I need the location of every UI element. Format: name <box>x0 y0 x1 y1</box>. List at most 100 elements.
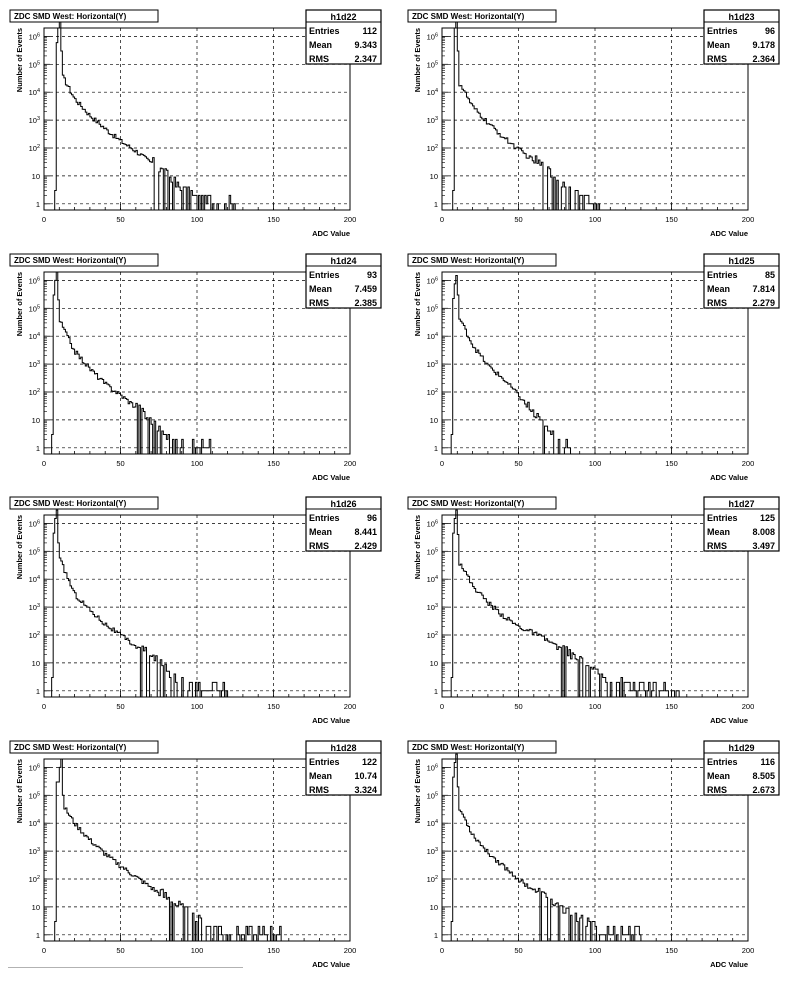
y-tick-label: 105 <box>29 304 40 313</box>
histogram-panel: 0 50 100 150 200 1 10 102 103 104 105 106 ADC Value N… <box>406 252 796 499</box>
y-tick-label: 10 <box>430 659 438 668</box>
stats-name: h1d29 <box>728 743 754 753</box>
chart-title: ZDC SMD West: Horizontal(Y) <box>14 256 127 265</box>
y-tick-label: 103 <box>427 603 438 612</box>
x-tick-label: 50 <box>514 946 522 955</box>
y-tick-exponent: 6 <box>435 763 438 769</box>
y-tick-base: 10 <box>427 547 435 556</box>
x-tick-label: 100 <box>191 215 204 224</box>
y-tick-label: 105 <box>29 791 40 800</box>
stats-value: 93 <box>367 270 377 280</box>
title-box <box>407 9 557 23</box>
histogram-series <box>442 509 748 698</box>
x-axis-title: ADC Value <box>710 960 748 969</box>
x-tick-label: 150 <box>665 946 678 955</box>
y-tick-exponent: 5 <box>435 60 438 66</box>
x-tick-label: 150 <box>267 459 280 468</box>
y-tick-base: 10 <box>29 276 37 285</box>
y-tick-exponent: 6 <box>435 32 438 38</box>
y-tick-label: 103 <box>29 116 40 125</box>
histogram-panel: 0 50 100 150 200 1 10 102 103 104 105 106 ADC Value N… <box>8 252 398 499</box>
y-axis-title: Number of Events <box>15 272 24 336</box>
x-axis-title: ADC Value <box>710 716 748 725</box>
y-tick-exponent: 5 <box>37 547 40 553</box>
y-tick-exponent: 2 <box>435 875 438 881</box>
stats-name: h1d25 <box>728 256 754 266</box>
histogram-series <box>442 274 748 455</box>
y-tick-base: 10 <box>29 875 37 884</box>
y-tick-label: 103 <box>427 847 438 856</box>
y-axis-title: Number of Events <box>413 28 422 92</box>
y-tick-base: 10 <box>29 763 37 772</box>
y-tick-base: 10 <box>29 819 37 828</box>
y-axis-title: Number of Events <box>413 272 422 336</box>
stats-value: 2.279 <box>752 298 775 308</box>
y-tick-exponent: 3 <box>37 116 40 122</box>
histogram-series <box>44 509 350 698</box>
histogram-panel: 0 50 100 150 200 1 10 102 103 104 105 106 ADC Value N… <box>8 495 398 742</box>
x-tick-label: 50 <box>514 215 522 224</box>
stats-value: 7.459 <box>354 284 377 294</box>
stats-box <box>305 253 382 309</box>
y-tick-label: 1 <box>36 687 40 696</box>
y-tick-label: 1 <box>434 931 438 940</box>
histogram-series <box>442 753 748 942</box>
stats-box <box>305 496 382 552</box>
y-tick-base: 10 <box>29 847 37 856</box>
histogram-series <box>44 271 350 455</box>
stats-label: Entries <box>309 26 340 36</box>
y-tick-base: 10 <box>29 575 37 584</box>
y-tick-label: 104 <box>29 332 40 341</box>
stats-label: Entries <box>309 757 340 767</box>
y-tick-label: 1 <box>434 444 438 453</box>
y-tick-base: 10 <box>427 875 435 884</box>
title-box <box>9 9 159 23</box>
stats-label: Entries <box>707 757 738 767</box>
y-tick-base: 10 <box>427 144 435 153</box>
y-tick-label: 10 <box>32 172 40 181</box>
y-tick-label: 106 <box>427 276 438 285</box>
x-tick-label: 50 <box>514 702 522 711</box>
y-tick-label: 106 <box>29 763 40 772</box>
y-tick-exponent: 4 <box>435 88 438 94</box>
stats-label: Entries <box>309 513 340 523</box>
x-axis-title: ADC Value <box>312 229 350 238</box>
title-box <box>407 253 557 267</box>
stats-label: Mean <box>309 527 332 537</box>
y-tick-base: 10 <box>427 603 435 612</box>
y-tick-exponent: 3 <box>435 116 438 122</box>
y-tick-exponent: 2 <box>435 388 438 394</box>
y-tick-base: 10 <box>427 32 435 41</box>
y-tick-label: 103 <box>29 603 40 612</box>
x-tick-label: 150 <box>267 702 280 711</box>
y-tick-exponent: 5 <box>435 304 438 310</box>
stats-label: Mean <box>309 40 332 50</box>
x-tick-label: 200 <box>344 215 357 224</box>
y-tick-label: 103 <box>427 116 438 125</box>
y-tick-exponent: 6 <box>37 32 40 38</box>
y-tick-exponent: 5 <box>435 547 438 553</box>
y-tick-exponent: 3 <box>37 360 40 366</box>
y-axis-title: Number of Events <box>15 28 24 92</box>
y-tick-label: 102 <box>29 875 40 884</box>
y-tick-label: 103 <box>29 360 40 369</box>
y-tick-label: 106 <box>29 32 40 41</box>
histogram-panel: 0 50 100 150 200 1 10 102 103 104 105 106 ADC Value N… <box>8 8 398 255</box>
x-axis-title: ADC Value <box>710 473 748 482</box>
y-tick-exponent: 6 <box>37 519 40 525</box>
stats-value: 7.814 <box>752 284 775 294</box>
histogram-series <box>442 19 748 211</box>
y-tick-exponent: 6 <box>37 276 40 282</box>
y-tick-exponent: 4 <box>435 575 438 581</box>
stats-value: 2.385 <box>354 298 377 308</box>
y-tick-exponent: 6 <box>37 763 40 769</box>
y-tick-label: 106 <box>29 276 40 285</box>
x-tick-label: 50 <box>116 946 124 955</box>
x-tick-label: 50 <box>514 459 522 468</box>
stats-label: Mean <box>707 527 730 537</box>
y-tick-exponent: 2 <box>37 875 40 881</box>
